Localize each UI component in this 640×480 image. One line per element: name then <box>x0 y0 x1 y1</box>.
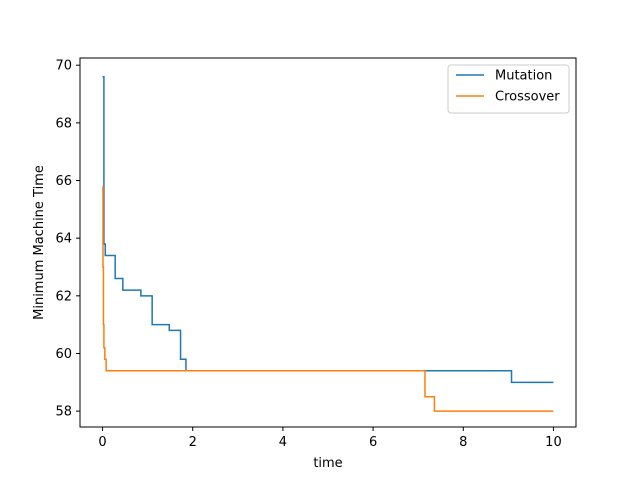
series-line-crossover <box>102 185 554 412</box>
series-line-mutation <box>102 75 554 384</box>
plot-frame <box>79 57 577 428</box>
y-tick-label: 68 <box>55 116 72 131</box>
x-axis-label: time <box>313 456 342 471</box>
y-tick-label: 64 <box>55 232 72 247</box>
x-tick-label: 0 <box>98 435 106 450</box>
x-tick-label: 6 <box>369 435 377 450</box>
y-axis: 58 60 62 64 66 68 70 <box>55 59 80 420</box>
x-axis: 0 2 4 6 8 10 <box>98 427 562 450</box>
series-layer <box>102 75 554 412</box>
y-axis-label: Minimum Machine Time <box>32 165 47 320</box>
y-tick-label: 58 <box>55 405 72 420</box>
legend-label-crossover: Crossover <box>495 90 560 105</box>
legend: Mutation Crossover <box>447 64 570 114</box>
x-tick-label: 4 <box>279 435 287 450</box>
legend-box <box>447 64 570 114</box>
x-tick-label: 2 <box>189 435 197 450</box>
x-tick-label: 8 <box>459 435 467 450</box>
legend-items: Mutation Crossover <box>456 69 560 105</box>
y-tick-label: 62 <box>55 289 72 304</box>
y-tick-label: 66 <box>55 174 72 189</box>
legend-label-mutation: Mutation <box>495 69 552 84</box>
x-tick-label: 10 <box>545 435 562 450</box>
y-tick-label: 70 <box>55 59 72 74</box>
y-tick-label: 60 <box>55 347 72 362</box>
